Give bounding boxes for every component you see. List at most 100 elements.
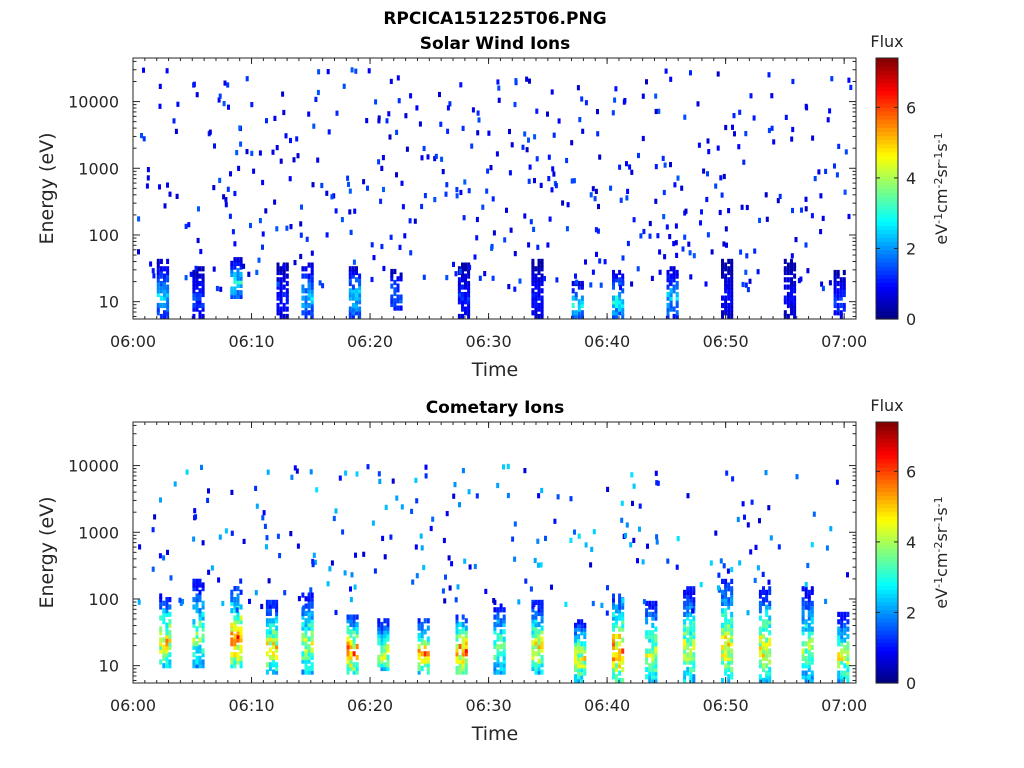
spectrogram-cell bbox=[393, 287, 397, 293]
colorbar-segment bbox=[876, 556, 898, 562]
spectrogram-cell bbox=[348, 280, 352, 287]
spectrogram-cell bbox=[727, 663, 731, 669]
spectrogram-cell bbox=[790, 277, 793, 283]
spectrogram-cell bbox=[683, 626, 687, 632]
spectrogram-cell bbox=[422, 274, 426, 280]
spectrogram-cell bbox=[236, 619, 240, 625]
spectrogram-cell bbox=[464, 273, 467, 279]
spectrogram-cell bbox=[213, 143, 216, 149]
spectrogram-cell bbox=[185, 469, 189, 475]
spectrogram-cell bbox=[464, 277, 467, 283]
spectrogram-cell bbox=[790, 299, 793, 305]
spectrogram-cell bbox=[163, 291, 166, 298]
spectrogram-cell bbox=[625, 161, 628, 167]
spectrogram-cell bbox=[423, 662, 427, 668]
spectrogram-cell bbox=[615, 622, 618, 628]
spectrogram-cell bbox=[793, 262, 797, 268]
colorbar-segment bbox=[876, 503, 898, 509]
spectrogram-cell bbox=[846, 626, 850, 632]
spectrogram-cell bbox=[310, 291, 314, 298]
spectrogram-cell bbox=[399, 305, 403, 311]
spectrogram-cell bbox=[513, 101, 517, 108]
spectrogram-cell bbox=[758, 641, 762, 647]
spectrogram-cell bbox=[179, 600, 183, 606]
spectrogram-cell bbox=[499, 643, 503, 650]
spectrogram-cell bbox=[168, 633, 172, 639]
spectrogram-cell bbox=[833, 284, 837, 290]
spectrogram-cell bbox=[389, 534, 393, 540]
spectrogram-cell bbox=[417, 618, 421, 624]
spectrogram-cell bbox=[310, 629, 314, 635]
spectrogram-cell bbox=[304, 651, 308, 657]
spectrogram-cell bbox=[724, 302, 728, 309]
spectrogram-cell bbox=[197, 206, 200, 212]
spectrogram-cell bbox=[445, 511, 449, 517]
spectrogram-cell bbox=[730, 306, 734, 312]
spectrogram-cell bbox=[758, 630, 762, 636]
colorbar-unit-exponent: -1 bbox=[932, 516, 945, 527]
spectrogram-cell bbox=[727, 641, 731, 647]
x-tick-label: 06:00 bbox=[110, 696, 156, 715]
spectrogram-cell bbox=[793, 266, 797, 272]
spectrogram-cell bbox=[618, 299, 622, 305]
spectrogram-cell bbox=[496, 610, 500, 616]
spectrogram-cell bbox=[537, 610, 541, 616]
spectrogram-cell bbox=[396, 75, 400, 81]
spectrogram-cell bbox=[639, 233, 643, 239]
spectrogram-cell bbox=[201, 280, 205, 287]
spectrogram-cell bbox=[165, 626, 169, 632]
spectrogram-cell bbox=[301, 625, 305, 631]
spectrogram-cell bbox=[289, 224, 293, 230]
spectrogram-cell bbox=[596, 228, 600, 234]
spectrogram-cell bbox=[470, 143, 474, 149]
spectrogram-cell bbox=[765, 626, 769, 632]
spectrogram-cell bbox=[272, 643, 275, 650]
colorbar-segment bbox=[876, 629, 898, 635]
spectrogram-cell bbox=[268, 599, 272, 605]
spectrogram-cell bbox=[846, 633, 850, 640]
spectrogram-cell bbox=[571, 295, 575, 301]
spectrogram-cell bbox=[547, 154, 551, 160]
spectrogram-cell bbox=[195, 295, 199, 301]
spectrogram-cell bbox=[537, 621, 541, 628]
spectrogram-cell bbox=[165, 611, 169, 617]
spectrogram-cell bbox=[786, 291, 790, 298]
spectrogram-cell bbox=[245, 76, 249, 82]
spectrogram-cell bbox=[724, 648, 728, 654]
spectrogram-cell bbox=[727, 310, 731, 316]
spectrogram-cell bbox=[807, 666, 811, 673]
solar-wind-y-label: Energy (eV) bbox=[36, 132, 58, 244]
spectrogram-cell bbox=[577, 310, 581, 316]
spectrogram-cell bbox=[793, 310, 797, 316]
spectrogram-cell bbox=[574, 637, 577, 643]
spectrogram-cell bbox=[801, 626, 805, 632]
spectrogram-cell bbox=[192, 663, 196, 669]
spectrogram-cell bbox=[638, 503, 642, 509]
spectrogram-cell bbox=[580, 622, 584, 628]
spectrogram-cell bbox=[346, 629, 350, 635]
spectrogram-cell bbox=[801, 655, 805, 662]
spectrogram-cell bbox=[239, 282, 243, 288]
spectrogram-cell bbox=[768, 652, 772, 658]
spectrogram-cell bbox=[285, 299, 289, 305]
spectrogram-cell bbox=[654, 663, 658, 669]
spectrogram-cell bbox=[683, 604, 687, 610]
spectrogram-cell bbox=[396, 276, 400, 282]
spectrogram-cell bbox=[817, 169, 821, 175]
spectrogram-cell bbox=[533, 557, 537, 564]
spectrogram-cell bbox=[615, 299, 618, 305]
spectrogram-cell bbox=[733, 131, 736, 137]
spectrogram-cell bbox=[768, 604, 772, 610]
spectrogram-cell bbox=[483, 271, 487, 277]
spectrogram-cell bbox=[393, 305, 397, 311]
spectrogram-cell bbox=[348, 266, 352, 272]
spectrogram-cell bbox=[531, 258, 535, 264]
spectrogram-cell bbox=[162, 611, 166, 617]
spectrogram-cell bbox=[534, 599, 538, 605]
spectrogram-cell bbox=[399, 276, 403, 282]
spectrogram-cell bbox=[372, 255, 376, 261]
spectrogram-cell bbox=[464, 636, 468, 642]
spectrogram-cell bbox=[159, 280, 163, 287]
spectrogram-cell bbox=[304, 665, 308, 672]
